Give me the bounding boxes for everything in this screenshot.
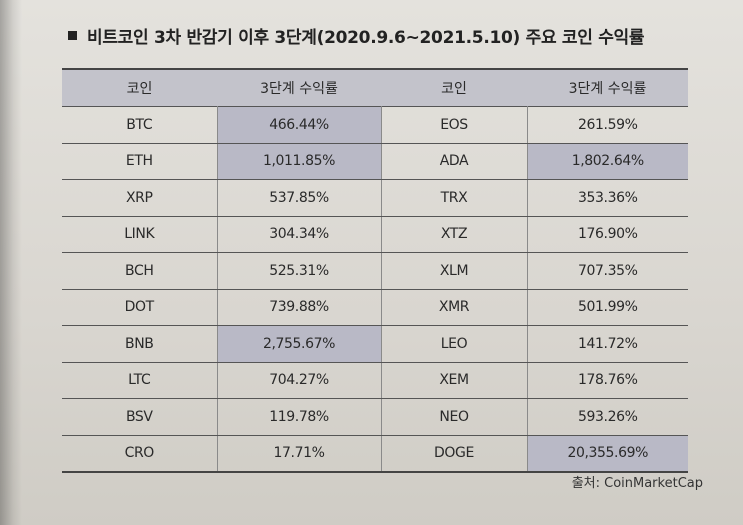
return-cell: 704.27% [216,362,381,399]
return-cell: 176.90% [526,216,688,253]
return-cell: 501.99% [526,289,688,326]
source-note: 출처: CoinMarketCap [571,476,703,491]
coin-cell: ETH [62,143,217,180]
coin-cell: LINK [62,216,217,253]
coin-cell: XEM [380,362,527,399]
coin-cell: XTZ [380,216,527,253]
return-cell: 119.78% [216,398,381,436]
coin-cell: BSV [62,398,217,436]
return-cell: 141.72% [526,325,688,363]
coin-cell: LEO [380,325,527,363]
coin-cell: NEO [380,398,527,436]
table-title: 비트코인 3차 반감기 이후 3단계(2020.9.6~2021.5.10) 주… [68,18,708,52]
return-cell: 178.76% [526,362,688,399]
return-cell: 707.35% [526,252,688,290]
return-cell: 593.26% [526,398,688,436]
table-header-row: 코인 3단계 수익률 코인 3단계 수익률 [62,69,688,107]
return-cell-highlighted: 1,011.85% [216,143,381,180]
table-title-text: 비트코인 3차 반감기 이후 3단계(2020.9.6~2021.5.10) 주… [87,27,645,48]
page-fold-shadow [0,0,22,525]
coin-cell: XLM [380,252,527,290]
table-row: ETH 1,011.85% ADA 1,802.64% [62,143,688,180]
coin-returns-table: 코인 3단계 수익률 코인 3단계 수익률 BTC 466.44% EOS 26… [62,68,688,473]
return-cell: 525.31% [216,252,381,290]
coin-cell: BCH [62,252,217,290]
coin-cell: LTC [62,362,217,399]
return-cell-highlighted: 20,355.69% [526,435,688,473]
return-cell: 261.59% [526,106,688,144]
square-bullet-icon [68,30,77,40]
coin-cell: ADA [380,143,527,180]
coin-cell: DOT [62,289,217,326]
return-cell-highlighted: 1,802.64% [526,143,688,180]
header-coin-left: 코인 [126,81,153,97]
table-row: LTC 704.27% XEM 178.76% [62,362,688,399]
return-cell: 739.88% [216,289,381,326]
return-cell-highlighted: 2,755.67% [216,325,381,363]
table-row: LINK 304.34% XTZ 176.90% [62,216,688,253]
table-row: BNB 2,755.67% LEO 141.72% [62,325,688,363]
header-coin-right: 코인 [441,81,467,97]
coin-cell: TRX [380,179,527,217]
coin-cell: CRO [62,435,217,473]
return-cell: 353.36% [526,179,688,217]
coin-cell: EOS [380,106,527,144]
return-cell: 17.71% [216,435,381,473]
table-row: XRP 537.85% TRX 353.36% [62,179,688,217]
header-return-left: 3단계 수익률 [260,81,338,97]
table-row: BSV 119.78% NEO 593.26% [62,398,688,436]
coin-cell: BNB [62,325,217,363]
return-cell-highlighted: 466.44% [216,106,381,144]
coin-cell: DOGE [380,435,527,473]
table-row: BCH 525.31% XLM 707.35% [62,252,688,290]
table-row: CRO 17.71% DOGE 20,355.69% [62,435,688,473]
coin-cell: BTC [62,106,217,144]
table-row: BTC 466.44% EOS 261.59% [62,106,688,144]
coin-cell: XRP [62,179,217,217]
header-return-right: 3단계 수익률 [568,81,647,97]
return-cell: 304.34% [216,216,381,253]
return-cell: 537.85% [216,179,381,217]
coin-cell: XMR [380,289,527,326]
table-row: DOT 739.88% XMR 501.99% [62,289,688,326]
